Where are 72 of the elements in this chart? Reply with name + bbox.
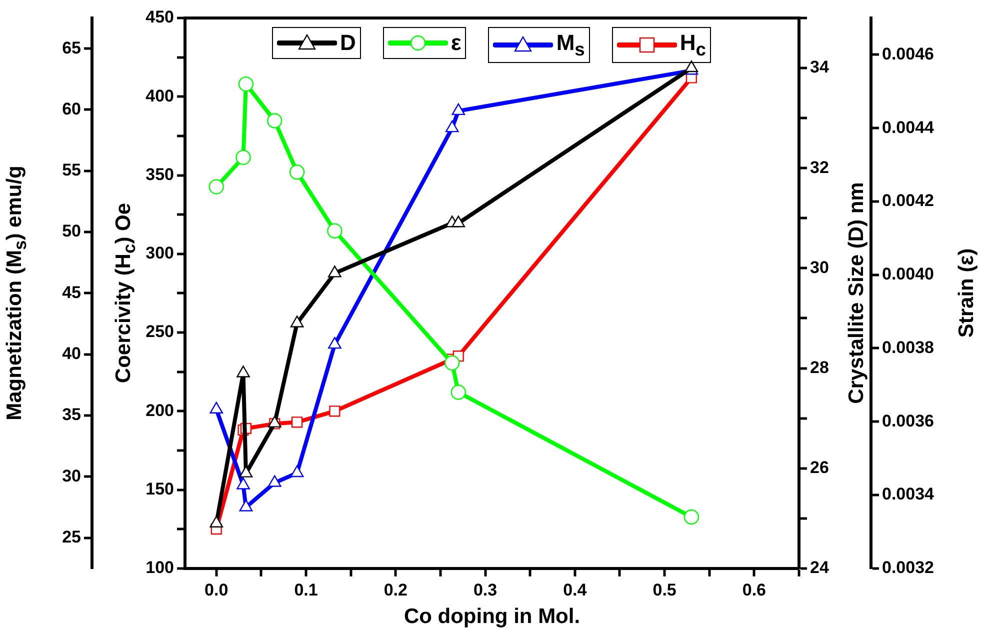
point — [267, 113, 282, 128]
point — [268, 416, 282, 428]
y2-tick-label: 45 — [62, 282, 81, 302]
y-tick-label: 400 — [146, 86, 174, 106]
y-tick-label: 150 — [146, 479, 174, 498]
point — [445, 120, 459, 132]
x-axis-title: Co doping in Mol. — [404, 605, 580, 628]
y2-tick-label: 0.0046 — [882, 44, 934, 64]
y2-tick-label: 65 — [62, 38, 81, 58]
point — [208, 179, 224, 194]
y-tick-label: 30 — [810, 258, 829, 277]
y-tick-label: 350 — [146, 164, 174, 184]
y-tick-label: 300 — [146, 244, 174, 263]
y2-tick-label: 30 — [62, 466, 81, 486]
y-tick-label: 28 — [810, 358, 829, 377]
point — [444, 355, 460, 371]
y-tick-label: 200 — [146, 400, 174, 420]
legend-label: M$_{s}$ — [556, 30, 585, 60]
y2-tick-label: 0.0036 — [882, 411, 934, 430]
point — [328, 336, 342, 349]
point — [239, 466, 253, 478]
y2-tick-label: 55 — [62, 160, 81, 180]
point — [452, 216, 466, 228]
point — [210, 402, 224, 414]
y-tick-label: 24 — [810, 558, 830, 578]
y-tick-label: 32 — [810, 158, 829, 177]
x-tick-label: 0.1 — [294, 580, 318, 600]
y2-tick-label: 50 — [62, 222, 81, 241]
point — [290, 316, 304, 328]
point — [290, 465, 304, 478]
x-tick-label: 0.5 — [652, 580, 676, 600]
point — [684, 60, 698, 72]
x-tick-label: 0.2 — [384, 580, 408, 600]
x-tick-label: 0.3 — [473, 580, 498, 600]
point — [268, 475, 282, 487]
y2-tick-label: 0.0032 — [882, 558, 934, 578]
x-tick-label: 0.4 — [563, 580, 588, 600]
y-tick-label: 450 — [146, 8, 174, 27]
y2-tick-label: 25 — [62, 528, 81, 547]
point — [289, 164, 305, 180]
point — [239, 500, 253, 512]
y2-axis-title: Strain (ε) — [955, 248, 979, 338]
y2-tick-label: 0.0034 — [882, 484, 935, 504]
x-tick-label: 0.6 — [742, 580, 766, 600]
y-tick-label: 34 — [810, 58, 830, 77]
point — [684, 509, 700, 525]
y2-tick-label: 40 — [62, 344, 81, 364]
point — [236, 478, 250, 490]
point — [291, 416, 303, 428]
y2-tick-label: 60 — [62, 99, 81, 118]
legend-label: H$_{c}$ — [680, 30, 706, 60]
y-tick-label: 250 — [146, 322, 174, 342]
point — [329, 406, 340, 417]
point — [236, 150, 251, 166]
point — [238, 76, 254, 92]
point — [450, 384, 466, 400]
point — [328, 266, 342, 278]
y-tick-label: 100 — [146, 558, 174, 578]
y2-tick-label: 0.0040 — [882, 264, 934, 284]
x-tick-label: 0.0 — [204, 580, 228, 600]
point — [236, 366, 250, 378]
y2-tick-label: 0.0044 — [882, 118, 935, 137]
y2-tick-label: 0.0038 — [882, 338, 934, 357]
y-tick-label: 26 — [810, 458, 829, 478]
y2-tick-label: 0.0042 — [882, 191, 934, 210]
legend-label: ε — [450, 30, 462, 56]
point — [452, 103, 466, 116]
point — [210, 516, 224, 528]
y-axis-title: Crystallite Size (D) nm — [845, 182, 869, 404]
legend-label: D — [340, 30, 356, 56]
point — [327, 223, 342, 238]
y2-tick-label: 35 — [62, 405, 81, 424]
